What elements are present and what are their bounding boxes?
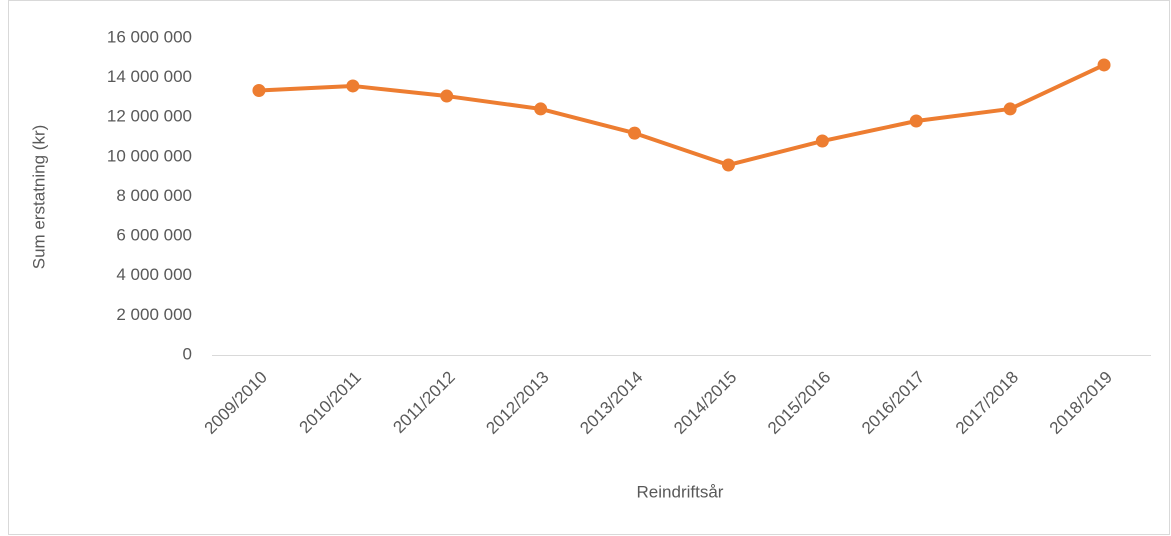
y-tick-label: 0	[183, 344, 192, 363]
x-axis-label: Reindriftsår	[637, 482, 724, 501]
y-tick-label: 6 000 000	[116, 226, 192, 245]
marker	[909, 114, 923, 128]
y-tick-label: 16 000 000	[107, 27, 192, 46]
chart-border	[8, 0, 1170, 535]
y-tick-label: 14 000 000	[107, 67, 192, 86]
y-tick-label: 10 000 000	[107, 146, 192, 165]
marker	[628, 126, 642, 140]
marker	[1097, 58, 1111, 72]
y-axis-label: Sum erstatning (kr)	[29, 125, 48, 270]
marker	[346, 79, 360, 93]
marker	[440, 89, 454, 103]
y-tick-label: 2 000 000	[116, 305, 192, 324]
y-tick-label: 12 000 000	[107, 107, 192, 126]
marker	[534, 102, 548, 116]
marker	[252, 84, 266, 98]
marker	[721, 158, 735, 172]
y-tick-label: 8 000 000	[116, 186, 192, 205]
marker	[815, 134, 829, 148]
y-tick-label: 4 000 000	[116, 265, 192, 284]
line	[258, 63, 1105, 167]
marker	[1003, 102, 1017, 116]
